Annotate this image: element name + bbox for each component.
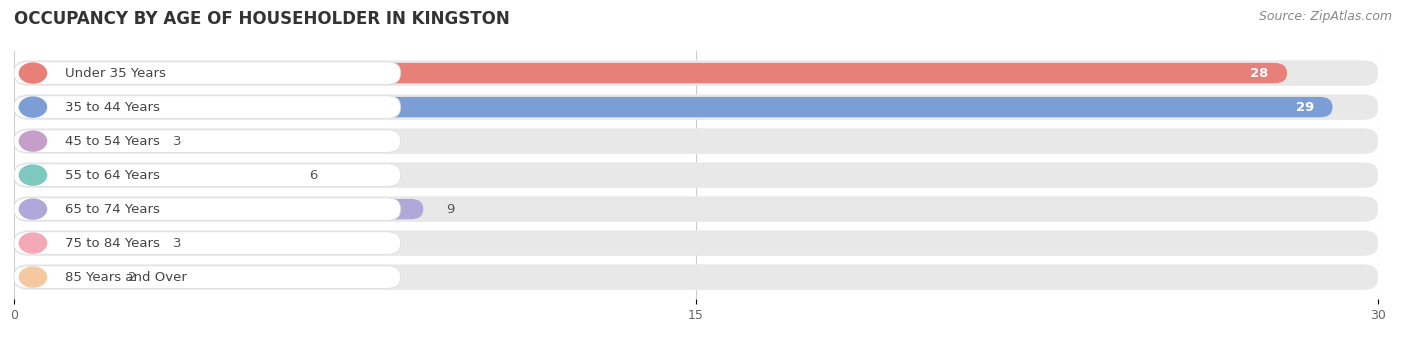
Circle shape xyxy=(18,199,48,220)
FancyBboxPatch shape xyxy=(14,267,105,287)
FancyBboxPatch shape xyxy=(14,163,1378,188)
Text: 9: 9 xyxy=(446,203,454,216)
Text: 28: 28 xyxy=(1250,67,1268,80)
FancyBboxPatch shape xyxy=(14,266,401,288)
Circle shape xyxy=(18,97,48,118)
Text: OCCUPANCY BY AGE OF HOUSEHOLDER IN KINGSTON: OCCUPANCY BY AGE OF HOUSEHOLDER IN KINGS… xyxy=(14,10,510,28)
Circle shape xyxy=(18,165,48,186)
FancyBboxPatch shape xyxy=(14,131,150,151)
Text: 2: 2 xyxy=(128,271,136,284)
FancyBboxPatch shape xyxy=(14,165,287,185)
Text: 85 Years and Over: 85 Years and Over xyxy=(66,271,187,284)
FancyBboxPatch shape xyxy=(14,199,423,219)
Text: 3: 3 xyxy=(173,135,181,148)
Text: 29: 29 xyxy=(1296,101,1315,114)
FancyBboxPatch shape xyxy=(14,97,1333,117)
Text: 35 to 44 Years: 35 to 44 Years xyxy=(66,101,160,114)
Text: 75 to 84 Years: 75 to 84 Years xyxy=(66,237,160,250)
FancyBboxPatch shape xyxy=(14,265,1378,290)
FancyBboxPatch shape xyxy=(14,232,401,254)
Text: 3: 3 xyxy=(173,237,181,250)
FancyBboxPatch shape xyxy=(14,130,401,152)
FancyBboxPatch shape xyxy=(14,95,1378,120)
Text: 6: 6 xyxy=(309,169,318,182)
FancyBboxPatch shape xyxy=(14,62,401,84)
Circle shape xyxy=(18,131,48,152)
Circle shape xyxy=(18,63,48,84)
Text: 65 to 74 Years: 65 to 74 Years xyxy=(66,203,160,216)
FancyBboxPatch shape xyxy=(14,233,150,253)
FancyBboxPatch shape xyxy=(14,164,401,186)
Circle shape xyxy=(18,267,48,288)
Text: 45 to 54 Years: 45 to 54 Years xyxy=(66,135,160,148)
FancyBboxPatch shape xyxy=(14,129,1378,154)
FancyBboxPatch shape xyxy=(14,61,1378,86)
Text: 55 to 64 Years: 55 to 64 Years xyxy=(66,169,160,182)
FancyBboxPatch shape xyxy=(14,63,1286,83)
FancyBboxPatch shape xyxy=(14,198,401,220)
FancyBboxPatch shape xyxy=(14,231,1378,256)
FancyBboxPatch shape xyxy=(14,197,1378,222)
FancyBboxPatch shape xyxy=(14,96,401,118)
Text: Under 35 Years: Under 35 Years xyxy=(66,67,166,80)
Text: Source: ZipAtlas.com: Source: ZipAtlas.com xyxy=(1258,10,1392,23)
Circle shape xyxy=(18,233,48,254)
